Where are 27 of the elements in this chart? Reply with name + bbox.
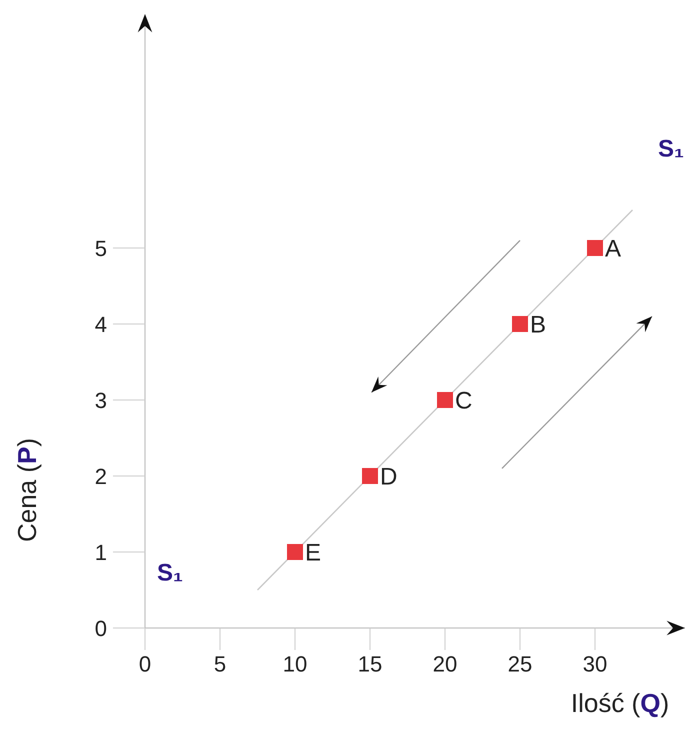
y-axis-title: Cena (P) [12, 438, 42, 542]
annotation: A [605, 235, 622, 262]
x-axis-title: Ilość (Q) [570, 688, 670, 718]
x-tick-label: 20 [432, 652, 458, 677]
annotation: C [455, 387, 472, 414]
y-tick-label: 3 [94, 388, 107, 413]
x-tick-label: 25 [508, 652, 532, 677]
point [512, 316, 528, 332]
annotation: S₁ [157, 559, 184, 586]
y-tick-label: 4 [94, 312, 107, 337]
x-tick-label: 15 [358, 652, 382, 677]
point [437, 392, 453, 408]
x-tick-label: 0 [138, 652, 152, 677]
point [362, 468, 378, 484]
annotation: B [530, 311, 546, 338]
y-tick-label: 0 [94, 616, 107, 641]
point [587, 240, 603, 256]
y-tick-label: 5 [94, 236, 107, 261]
y-tick-label: 1 [94, 540, 107, 565]
x-tick-label: 30 [582, 652, 608, 677]
x-tick-label: 10 [282, 652, 308, 677]
x-tick-label: 5 [214, 652, 226, 677]
annotation: E [305, 539, 322, 566]
y-tick-label: 2 [94, 464, 107, 489]
point [287, 544, 303, 560]
annotation: S₁ [658, 135, 684, 162]
annotation: D [380, 463, 398, 490]
